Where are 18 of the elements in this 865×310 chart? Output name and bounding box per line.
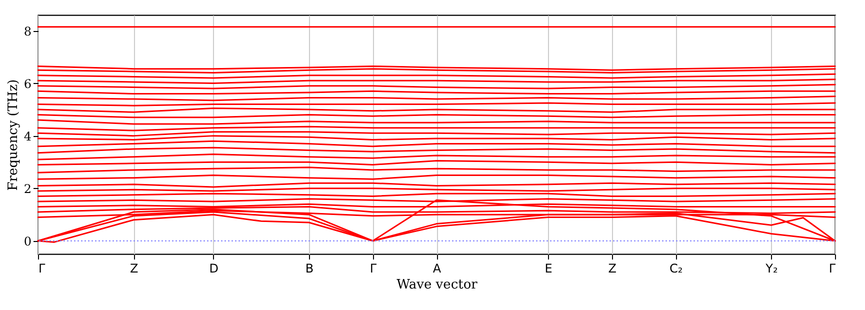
x-tick-label: Y₂: [764, 262, 778, 276]
y-tick-label: 6: [24, 76, 32, 91]
x-tick-label: A: [432, 262, 442, 276]
x-tick-label: B: [305, 262, 314, 276]
x-tick-label: C₂: [670, 262, 683, 276]
x-tick-label: Γ: [370, 262, 377, 276]
y-axis-title: Frequency (THz): [6, 79, 21, 191]
x-axis-title: Wave vector: [396, 278, 478, 292]
y-tick-label: 2: [24, 182, 32, 196]
y-tick-label: 8: [24, 24, 32, 38]
x-tick-label: E: [544, 262, 552, 276]
x-tick-label: Z: [130, 262, 138, 276]
x-tick-label: Γ: [38, 262, 46, 276]
x-tick-label: Z: [608, 262, 616, 276]
x-tick-label: D: [209, 262, 218, 276]
x-tick-label: Γ: [828, 262, 836, 276]
y-tick-label: 0: [24, 234, 32, 248]
y-tick-label: 4: [24, 129, 32, 144]
